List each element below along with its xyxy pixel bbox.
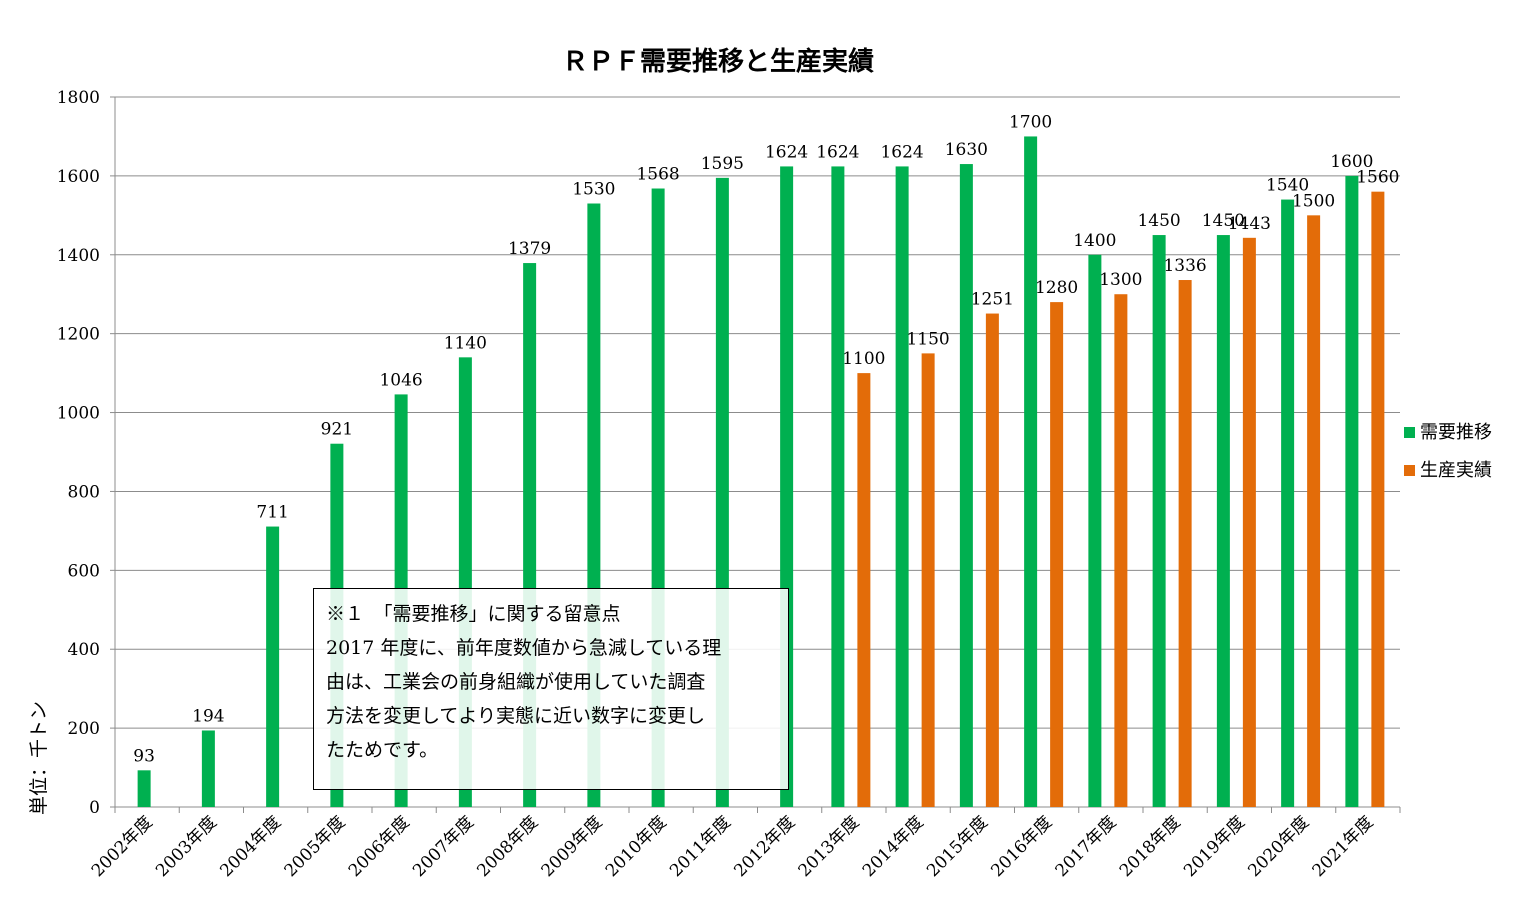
x-tick-label: 2013年度 [795,812,864,881]
y-axis-label: 単位：千トン [28,701,50,815]
data-label: 1624 [816,142,859,162]
x-tick-label: 2008年度 [473,812,542,881]
y-tick-label: 0 [89,798,100,818]
y-tick-label: 1800 [57,88,100,108]
chart-title: ＲＰＦ需要推移と生産実績 [562,46,874,77]
data-label: 1568 [636,165,679,185]
bar [1345,175,1359,807]
data-label: 1600 [1330,152,1373,172]
data-label: 1400 [1073,231,1116,251]
y-tick-label: 600 [68,561,100,581]
x-tick-label: 2002年度 [88,812,157,881]
note-line: 方法を変更してより実態に近い数字に変更し [326,705,706,727]
bar [1216,235,1230,808]
x-tick-label: 2017年度 [1052,812,1121,881]
bar [857,373,871,807]
x-tick-label: 2003年度 [152,812,221,881]
data-label: 1595 [701,154,744,174]
x-tick-label: 2009年度 [538,812,607,881]
y-tick-label: 200 [68,719,100,739]
x-tick-label: 2004年度 [216,812,285,881]
x-tick-label: 2012年度 [730,812,799,881]
x-tick-label: 2016年度 [987,812,1056,881]
data-label: 1450 [1202,211,1245,231]
data-label: 1624 [765,142,808,162]
data-label: 1251 [971,290,1014,310]
data-label: 1100 [842,349,885,369]
bar [266,526,280,807]
bar [831,166,845,807]
x-tick-label: 2014年度 [859,812,928,881]
bar [959,164,973,808]
bar [985,313,999,807]
bar [1178,280,1192,807]
y-tick-label: 400 [68,640,100,660]
x-tick-label: 2020年度 [1244,812,1313,881]
x-tick-label: 2006年度 [345,812,414,881]
note-line: 2017 年度に、前年度数値から急減している理 [326,637,722,659]
data-label: 1560 [1356,168,1399,188]
legend-swatch [1404,465,1415,476]
bar [137,770,151,807]
note-line: たためです。 [326,739,439,761]
data-labels: 93 194 711 921 1046 1140 1379 1530 1568 1595 1624 1… [133,112,1399,766]
note-line: ※１ 「需要推移」に関する留意点 [326,603,621,625]
data-label: 1700 [1009,112,1052,132]
x-tick-label: 2019年度 [1180,812,1249,881]
x-tick-label: 2007年度 [409,812,478,881]
data-label: 1530 [572,180,615,200]
data-label: 1140 [444,333,487,353]
bar [1024,136,1038,807]
data-label: 921 [321,420,353,440]
bar [921,353,935,807]
legend-label: 需要推移 [1420,422,1492,443]
y-tick-label: 1200 [57,325,100,345]
data-label: 1280 [1035,278,1078,298]
data-label: 1336 [1163,256,1206,276]
bar [1307,215,1321,808]
x-tick-label: 2005年度 [281,812,350,881]
bar [1242,237,1256,808]
x-tick-label: 2015年度 [923,812,992,881]
bar [1281,199,1295,808]
data-label: 1046 [379,370,422,390]
data-label: 1150 [906,329,949,349]
bar [1088,254,1102,807]
data-label: 194 [192,706,224,726]
data-label: 1450 [1137,211,1180,231]
note-box: ※１ 「需要推移」に関する留意点 2017 年度に、前年度数値から急減している理… [313,588,789,790]
y-tick-label: 800 [68,482,100,502]
note-line: 由は、工業会の前身組織が使用していた調査 [326,671,706,693]
x-tick-label: 2018年度 [1116,812,1185,881]
bar [1371,191,1385,807]
data-label: 1443 [1228,214,1271,234]
x-tick-label: 2010年度 [602,812,671,881]
y-axis-ticks: 0 200 400 600 800 1000 1200 1400 1600 1800 [57,88,100,818]
legend-swatch [1404,427,1415,438]
data-label: 93 [133,746,155,766]
data-label: 1500 [1292,191,1335,211]
bar [201,730,215,807]
x-tick-label: 2021年度 [1309,812,1378,881]
bar [1114,294,1128,807]
data-label: 1540 [1266,176,1309,196]
x-tick-label: 2011年度 [666,812,735,881]
data-label: 1300 [1099,270,1142,290]
bar [1152,235,1166,808]
bar [895,166,909,807]
data-label: 1379 [508,239,551,259]
y-tick-label: 1400 [57,246,100,266]
x-axis-ticks: 2002年度2003年度2004年度2005年度2006年度2007年度2008… [88,812,1378,881]
y-tick-label: 1000 [57,404,100,424]
y-tick-label: 1600 [57,167,100,187]
data-label: 711 [256,503,288,523]
bar [1050,302,1064,807]
data-label: 1630 [945,140,988,160]
data-label: 1624 [880,142,923,162]
legend-label: 生産実績 [1420,460,1492,481]
